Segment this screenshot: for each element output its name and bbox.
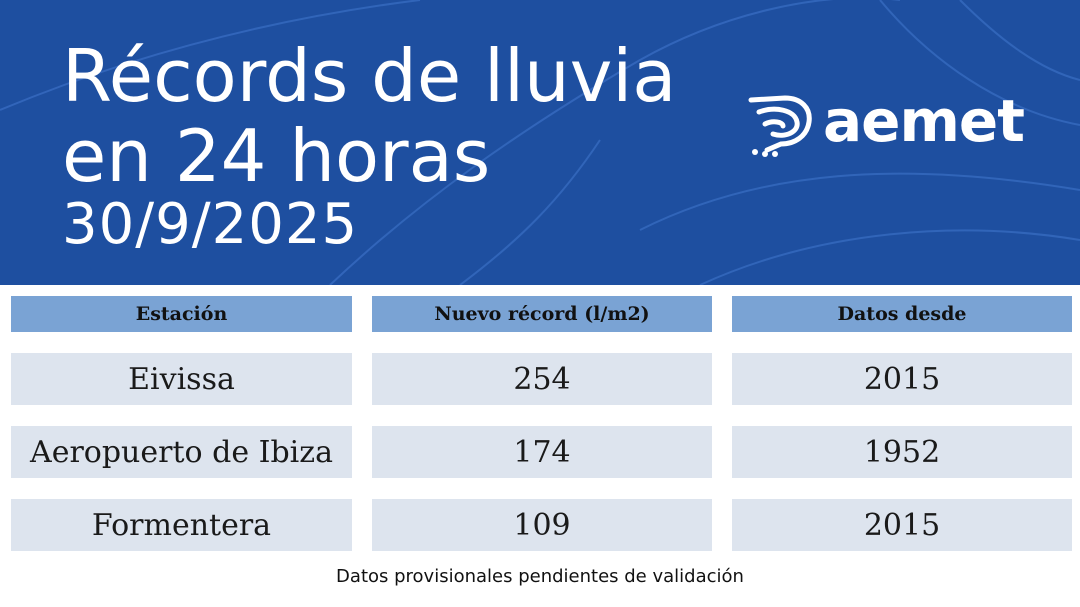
column-header-station: Estación xyxy=(11,296,352,332)
title-line-2: en 24 horas xyxy=(62,114,491,198)
record-date: 30/9/2025 xyxy=(62,192,359,257)
aemet-logo: aemet xyxy=(745,87,1035,158)
cell-station: Formentera xyxy=(11,499,352,551)
page-title: Récords de lluvia en 24 horas xyxy=(62,36,676,196)
cell-since: 1952 xyxy=(732,426,1072,478)
cell-record: 174 xyxy=(372,426,712,478)
column-header-since: Datos desde xyxy=(732,296,1072,332)
cell-record: 109 xyxy=(372,499,712,551)
decorative-wave-lines xyxy=(0,0,1080,285)
column-header-record: Nuevo récord (l/m2) xyxy=(372,296,712,332)
cell-record: 254 xyxy=(372,353,712,405)
aemet-swirl-icon xyxy=(748,95,812,157)
cell-since: 2015 xyxy=(732,353,1072,405)
cell-station: Aeropuerto de Ibiza xyxy=(11,426,352,478)
header-banner: Récords de lluvia en 24 horas 30/9/2025 … xyxy=(0,0,1080,285)
title-line-1: Récords de lluvia xyxy=(62,34,677,118)
cell-station: Eivissa xyxy=(11,353,352,405)
footnote: Datos provisionales pendientes de valida… xyxy=(336,566,744,587)
cell-since: 2015 xyxy=(732,499,1072,551)
aemet-logo-text: aemet xyxy=(823,87,1025,155)
